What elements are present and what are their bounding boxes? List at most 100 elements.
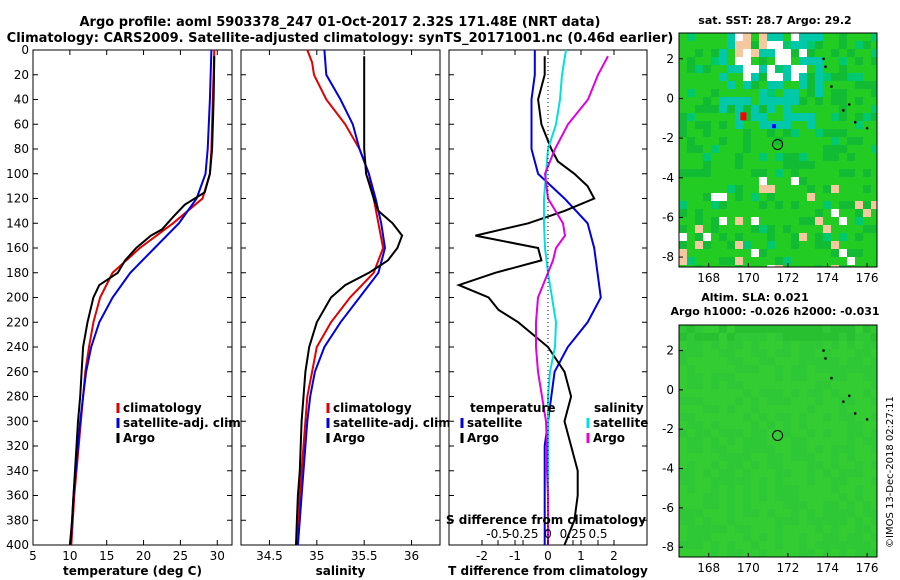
map-cell — [791, 469, 799, 477]
map-cell — [783, 525, 791, 533]
map-cell — [711, 161, 719, 169]
map-cell — [767, 49, 775, 57]
map-cell — [775, 129, 783, 137]
map-cell — [743, 429, 751, 437]
map-cell — [847, 445, 855, 453]
map-cell — [759, 461, 767, 469]
map-cell — [695, 49, 703, 57]
map-cell — [783, 201, 791, 209]
map-cell — [847, 81, 855, 89]
map-cell — [799, 413, 807, 421]
map-cell — [719, 265, 727, 267]
map-cell — [831, 429, 839, 437]
map-cell — [839, 225, 847, 233]
map-cell — [775, 97, 783, 105]
map-cell — [727, 105, 735, 113]
map-cell — [727, 509, 735, 517]
map-cell — [711, 413, 719, 421]
map-cell — [863, 421, 871, 429]
map-cell — [799, 177, 807, 185]
map-cell — [831, 541, 839, 549]
map-cell — [791, 201, 799, 209]
map-cell — [831, 201, 839, 209]
map-cell — [767, 57, 775, 65]
x-tick-label: -1 — [509, 549, 521, 563]
map-cell — [743, 33, 751, 41]
map-cell — [807, 453, 815, 461]
map-cell — [711, 209, 719, 217]
map-cell — [743, 325, 751, 333]
map-cell — [719, 477, 727, 485]
map-cell — [759, 477, 767, 485]
map-cell — [767, 161, 775, 169]
map-cell — [847, 49, 855, 57]
map-cell — [711, 485, 719, 493]
map-cell — [783, 257, 791, 265]
map-cell — [735, 137, 743, 145]
map-cell — [863, 193, 871, 201]
map-cell — [831, 241, 839, 249]
map-cell — [871, 341, 877, 349]
map-cell — [839, 249, 847, 257]
map-cell — [711, 193, 719, 201]
map-y-tick-label: 2 — [666, 52, 674, 66]
map-cell — [719, 429, 727, 437]
map-cell — [759, 469, 767, 477]
map-cell — [759, 493, 767, 501]
map-cell — [711, 389, 719, 397]
map-cell — [775, 57, 783, 65]
map-cell — [687, 233, 695, 241]
map-cell — [855, 509, 863, 517]
map-cell — [799, 73, 807, 81]
map-cell — [855, 429, 863, 437]
map-cell — [863, 437, 871, 445]
map-cell — [703, 485, 711, 493]
map-cell — [775, 333, 783, 341]
map-cell — [759, 185, 767, 193]
map-x-tick-label: 172 — [776, 561, 799, 575]
map-cell — [727, 349, 735, 357]
map-cell — [711, 373, 719, 381]
map-cell — [839, 145, 847, 153]
map-cell — [799, 429, 807, 437]
x-tick-label: 1 — [577, 549, 585, 563]
map-cell — [775, 265, 783, 267]
map-cell — [823, 145, 831, 153]
map-cell — [711, 153, 719, 161]
map-cell — [871, 105, 877, 113]
map-cell — [767, 257, 775, 265]
map-cell — [711, 381, 719, 389]
map-cell — [759, 509, 767, 517]
map-cell — [703, 97, 711, 105]
map-cell — [815, 241, 823, 249]
map-cell — [751, 137, 759, 145]
map-cell — [799, 265, 807, 267]
map-cell — [727, 193, 735, 201]
map-cell — [823, 89, 831, 97]
map-cell — [791, 97, 799, 105]
map-cell — [799, 209, 807, 217]
map-cell — [695, 105, 703, 113]
map-cell — [799, 437, 807, 445]
x-tick-label: 30 — [210, 549, 225, 563]
map-cell — [791, 485, 799, 493]
map-cell — [815, 145, 823, 153]
map-cell — [711, 185, 719, 193]
map-cell — [711, 41, 719, 49]
map-cell — [735, 225, 743, 233]
map-cell — [823, 453, 831, 461]
map-cell — [823, 365, 831, 373]
map-cell — [863, 257, 871, 265]
map-cell — [807, 533, 815, 541]
map-cell — [743, 193, 751, 201]
map-cell — [687, 65, 695, 73]
map-cell — [735, 365, 743, 373]
map-cell — [695, 201, 703, 209]
map-cell — [687, 413, 695, 421]
map-cell — [727, 469, 735, 477]
map-cell — [743, 225, 751, 233]
map-cell — [855, 445, 863, 453]
map-cell — [759, 265, 767, 267]
map-cell — [831, 97, 839, 105]
map-cell — [815, 397, 823, 405]
